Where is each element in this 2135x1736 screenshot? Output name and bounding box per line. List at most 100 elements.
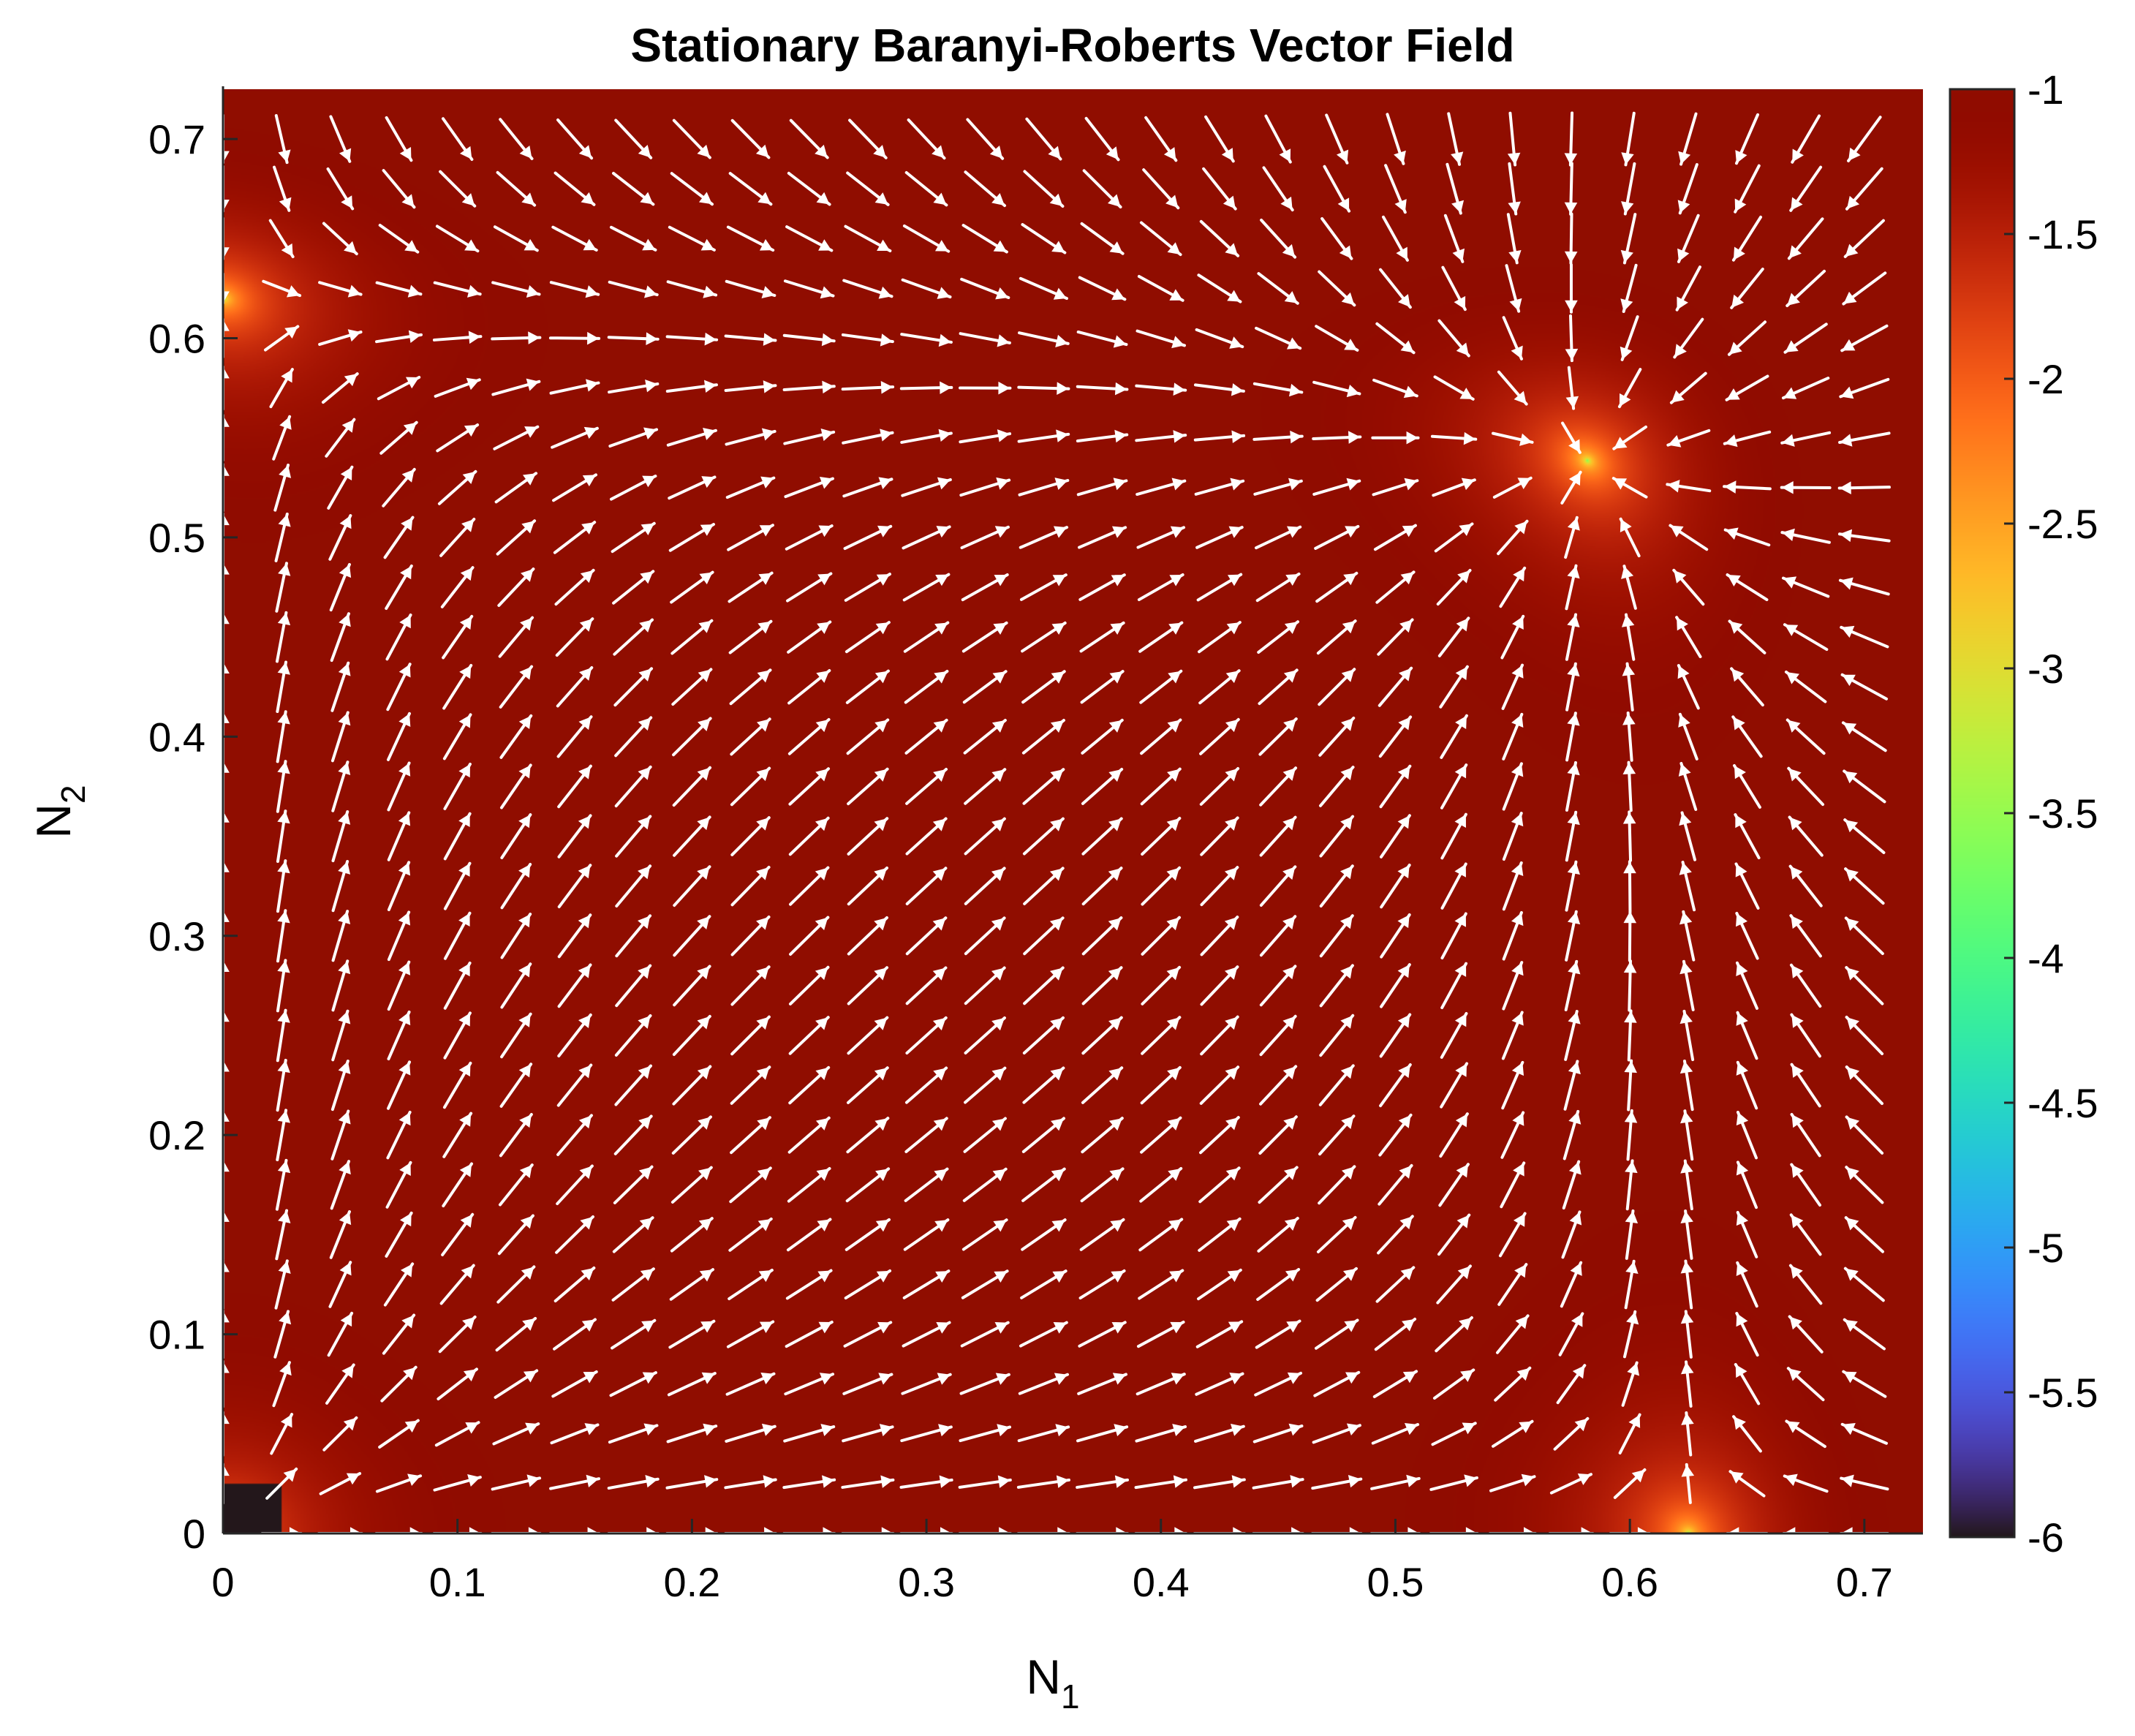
quiver-arrow xyxy=(331,910,351,962)
quiver-arrow xyxy=(1318,668,1356,706)
quiver-arrow xyxy=(1734,862,1760,910)
quiver-arrow xyxy=(959,1373,1010,1395)
quiver-arrow xyxy=(728,619,773,654)
colorbar xyxy=(1950,89,2014,1537)
quiver-arrow xyxy=(787,1166,831,1203)
quiver-arrow xyxy=(1198,1166,1241,1204)
quiver-arrow xyxy=(1196,573,1243,602)
quiver-arrow xyxy=(784,1373,835,1396)
quiver-arrow xyxy=(1372,478,1419,497)
quiver-arrow xyxy=(442,713,472,761)
quiver-arrow xyxy=(550,1423,600,1445)
quiver-arrow xyxy=(497,1214,534,1256)
quiver-arrow xyxy=(1254,1371,1303,1397)
quiver-arrow xyxy=(321,372,359,404)
quiver-arrow xyxy=(383,1262,415,1307)
quiver-arrow xyxy=(1505,264,1522,313)
quiver-arrow xyxy=(1194,1423,1245,1443)
quiver-arrow xyxy=(557,814,592,858)
quiver-arrow xyxy=(1622,662,1636,712)
quiver-arrow xyxy=(785,1321,834,1348)
quiver-arrow xyxy=(556,1114,593,1156)
quiver-arrow xyxy=(500,962,532,1009)
x-axis-ticks: 0 0.1 0.2 0.3 0.4 0.5 0.6 0.7 xyxy=(211,1519,1893,1605)
quiver-arrow xyxy=(1084,116,1120,162)
quiver-arrow xyxy=(492,1422,540,1446)
quiver-arrow xyxy=(1257,620,1299,654)
quiver-arrow xyxy=(1378,1163,1413,1206)
quiver-arrow xyxy=(1678,761,1698,811)
quiver-arrow xyxy=(1564,162,1578,216)
quiver-arrow xyxy=(1380,963,1411,1008)
quiver-arrow xyxy=(612,570,655,605)
quiver-arrow xyxy=(786,1218,832,1252)
quiver-arrow xyxy=(1841,721,1887,752)
quiver-arrow xyxy=(964,916,1006,956)
quiver-arrow xyxy=(1380,863,1411,909)
quiver-arrow xyxy=(1502,762,1524,811)
quiver-arrow xyxy=(1440,1062,1469,1109)
quiver-arrow xyxy=(1839,377,1890,399)
quiver-arrow xyxy=(964,170,1007,208)
quiver-arrow xyxy=(442,663,473,710)
quiver-arrow xyxy=(614,1064,652,1106)
quiver-arrow xyxy=(1838,431,1891,447)
quiver-arrow xyxy=(1319,1014,1355,1057)
quiver-arrow xyxy=(378,223,420,254)
x-axis-label: N1 xyxy=(1026,1650,1079,1716)
quiver-arrow xyxy=(375,1473,423,1493)
chart-title: Stationary Baranyi-Roberts Vector Field xyxy=(630,19,1514,72)
quiver-arrow xyxy=(1624,1259,1639,1310)
quiver-arrow xyxy=(788,767,831,806)
quiver-arrow xyxy=(1723,430,1772,448)
quiver-arrow xyxy=(787,171,831,206)
quiver-arrow xyxy=(1378,666,1413,707)
quiver-arrow xyxy=(904,669,949,704)
quiver-arrow xyxy=(1840,1474,1889,1491)
quiver-arrow xyxy=(964,817,1006,856)
quiver-arrow xyxy=(1078,276,1127,301)
quiver-arrow xyxy=(1380,913,1411,959)
quiver-arrow xyxy=(1379,764,1412,809)
quiver-arrow xyxy=(1508,162,1521,216)
quiver-arrow xyxy=(1437,319,1470,358)
quiver-arrow xyxy=(959,1424,1012,1443)
quiver-arrow xyxy=(549,379,600,395)
quiver-arrow xyxy=(1564,212,1578,265)
quiver-arrow xyxy=(1372,1370,1418,1398)
quiver-arrow xyxy=(959,332,1011,347)
quiver-arrow xyxy=(1199,1116,1240,1155)
quiver-arrow xyxy=(844,573,892,602)
quiver-arrow xyxy=(1141,965,1182,1005)
quiver-arrow xyxy=(1781,576,1830,598)
quiver-arrow xyxy=(1612,425,1647,450)
quiver-arrow xyxy=(1325,113,1349,165)
quiver-arrow xyxy=(1501,1011,1524,1060)
quiver-arrow xyxy=(1675,265,1702,312)
quiver-arrow xyxy=(1502,861,1524,911)
quiver-arrow xyxy=(787,620,832,654)
quiver-arrow xyxy=(963,1117,1007,1153)
quiver-arrow xyxy=(671,668,713,706)
quiver-arrow xyxy=(1788,1264,1823,1305)
quiver-arrow xyxy=(276,760,290,813)
quiver-arrow xyxy=(615,864,652,908)
quiver-arrow xyxy=(331,959,351,1012)
quiver-arrow xyxy=(1197,1268,1242,1301)
quiver-arrow xyxy=(1138,1269,1184,1300)
quiver-arrow xyxy=(1375,322,1416,355)
quiver-arrow xyxy=(1259,965,1297,1007)
quiver-arrow xyxy=(1377,1215,1414,1255)
quiver-arrow xyxy=(331,810,351,863)
quiver-arrow xyxy=(1076,1475,1129,1489)
quiver-arrow xyxy=(1200,816,1239,856)
quiver-arrow xyxy=(1624,1059,1637,1112)
quiver-arrow xyxy=(1679,959,1695,1011)
quiver-arrow xyxy=(1312,380,1361,398)
quiver-arrow xyxy=(1553,1416,1590,1451)
quiver-arrow xyxy=(1135,1373,1186,1396)
quiver-arrow xyxy=(1258,1115,1298,1155)
quiver-arrow xyxy=(1379,1013,1412,1058)
quiver-arrow xyxy=(1734,164,1761,214)
y-tick-label: 0.3 xyxy=(148,913,205,959)
